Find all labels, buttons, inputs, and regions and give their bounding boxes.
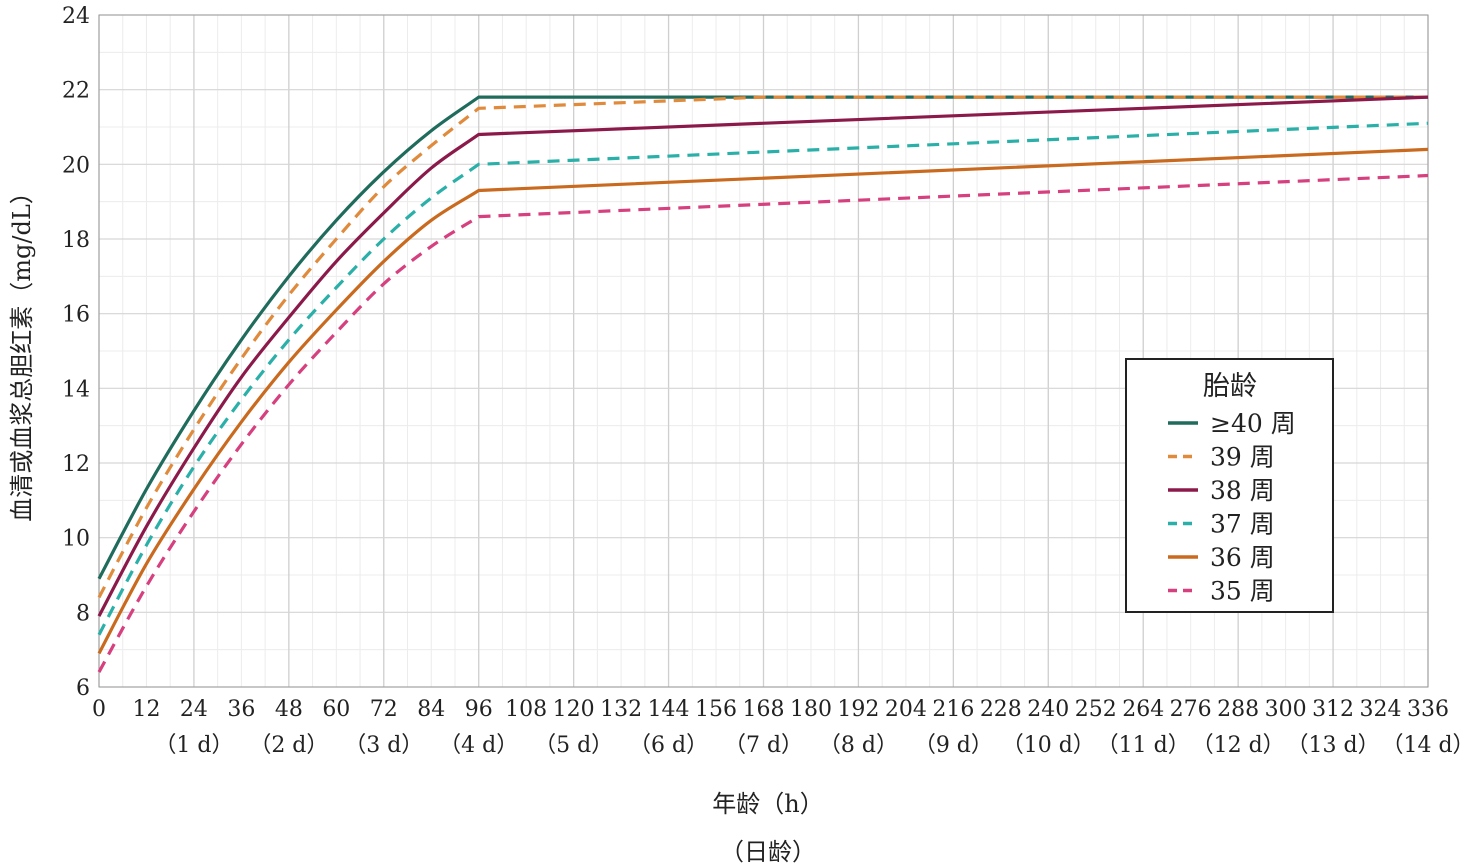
x-day-label: （12 d）: [1192, 733, 1285, 758]
x-day-label: （10 d）: [1002, 733, 1095, 758]
y-tick-label: 18: [62, 228, 90, 253]
y-tick-label: 22: [62, 79, 90, 104]
legend-label: 39 周: [1210, 443, 1275, 472]
legend-box: [1125, 358, 1334, 613]
legend: 胎龄 ≥40 周 39 周 38 周 37 周 36 周 35 周: [1125, 358, 1334, 613]
x-tick-label: 324: [1360, 697, 1402, 722]
x-day-label: （8 d）: [819, 733, 898, 758]
x-day-label: （5 d）: [534, 733, 613, 758]
legend-title: 胎龄: [1203, 371, 1257, 402]
y-tick-label: 8: [76, 601, 90, 626]
plot-area-frame: [98, 14, 1429, 688]
series-line-3: [97, 121, 1429, 636]
x-tick-label: 168: [743, 697, 785, 722]
x-tick-label: 144: [648, 697, 690, 722]
x-tick-label: 216: [932, 697, 974, 722]
legend-label: 36 周: [1210, 543, 1275, 572]
x-tick-label: 12: [132, 697, 160, 722]
y-tick-label: 12: [62, 452, 90, 477]
series-line-1: [97, 95, 1428, 599]
x-day-label: （14 d）: [1381, 733, 1464, 758]
legend-label: ≥40 周: [1210, 409, 1296, 438]
legend-label: 35 周: [1210, 577, 1275, 606]
x-axis-subtitle: （日龄）: [720, 838, 816, 866]
y-tick-label: 6: [76, 676, 90, 701]
x-day-label: （7 d）: [724, 733, 803, 758]
series-line-4: [97, 147, 1429, 655]
series-line-0: [97, 95, 1428, 580]
x-day-label: （11 d）: [1097, 733, 1190, 758]
x-tick-label: 24: [180, 697, 208, 722]
x-tick-label: 156: [695, 697, 737, 722]
x-tick-label: 180: [790, 697, 832, 722]
x-tick-label: 312: [1312, 697, 1354, 722]
y-axis-tick-labels: 6 8 10 12 14 16 18 20 22 24: [62, 4, 90, 701]
x-tick-label: 192: [837, 697, 879, 722]
x-tick-label: 120: [553, 697, 595, 722]
x-tick-label: 108: [505, 697, 547, 722]
x-day-label: （1 d）: [154, 733, 233, 758]
y-axis-title: 血清或血浆总胆红素（mg/dL）: [8, 180, 36, 522]
x-tick-label: 204: [885, 697, 927, 722]
x-day-label: （9 d）: [914, 733, 993, 758]
x-tick-label: 84: [417, 697, 445, 722]
y-tick-label: 20: [62, 153, 90, 178]
y-tick-label: 24: [62, 4, 90, 29]
x-day-label: （3 d）: [344, 733, 423, 758]
y-tick-label: 10: [62, 527, 90, 552]
series-line-5: [97, 173, 1429, 673]
x-tick-label: 228: [980, 697, 1022, 722]
y-tick-label: 16: [62, 303, 90, 328]
x-day-label: （4 d）: [439, 733, 518, 758]
series-lines: [97, 95, 1429, 673]
x-tick-label: 72: [370, 697, 398, 722]
legend-label: 38 周: [1210, 476, 1275, 505]
x-tick-label: 276: [1170, 697, 1212, 722]
x-tick-label: 264: [1122, 697, 1164, 722]
x-tick-label: 0: [92, 697, 106, 722]
x-tick-label: 288: [1217, 697, 1259, 722]
x-tick-label: 132: [600, 697, 642, 722]
x-axis-tick-labels: 0 12 24 36 48 60 72 84 96 108 120 132 144 156 168 180 19…: [92, 697, 1449, 722]
x-axis-day-labels: （1 d） （2 d） （3 d） （4 d） （5 d） （6 d） （7 d） （8 d）…: [154, 733, 1464, 758]
x-tick-label: 240: [1027, 697, 1069, 722]
x-day-label: （6 d）: [629, 733, 708, 758]
x-tick-label: 60: [322, 697, 350, 722]
y-tick-label: 14: [62, 377, 90, 402]
x-day-label: （2 d）: [249, 733, 328, 758]
x-axis-title: 年龄（h）: [712, 790, 823, 818]
x-tick-label: 300: [1265, 697, 1307, 722]
x-tick-label: 252: [1075, 697, 1117, 722]
x-day-label: （13 d）: [1287, 733, 1380, 758]
x-tick-label: 336: [1407, 697, 1449, 722]
series-line-2: [97, 95, 1429, 617]
x-tick-label: 96: [465, 697, 493, 722]
x-tick-label: 48: [275, 697, 303, 722]
x-tick-label: 36: [227, 697, 255, 722]
legend-label: 37 周: [1210, 510, 1275, 539]
